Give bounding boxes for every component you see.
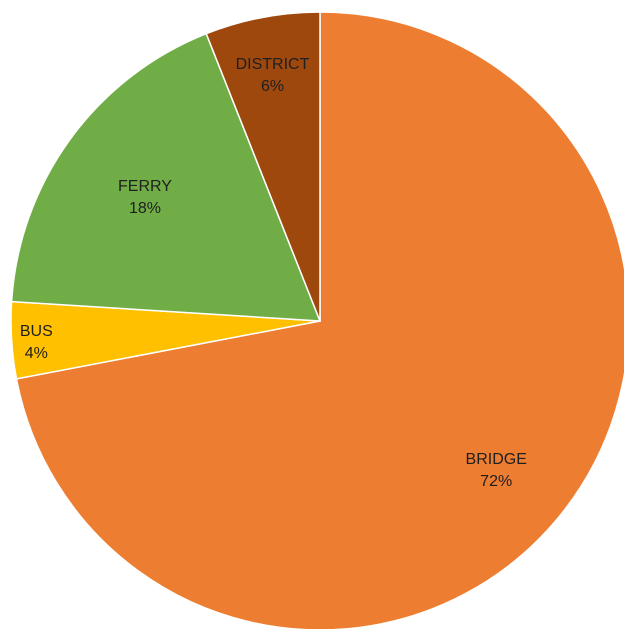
- data-label-category: DISTRICT: [236, 56, 310, 73]
- data-label-percent: 6%: [261, 78, 284, 95]
- data-label-category: FERRY: [118, 178, 172, 195]
- data-label-percent: 4%: [25, 345, 48, 362]
- data-label-bridge: BRIDGE 72%: [466, 451, 527, 490]
- pie-slice-ferry: [10, 32, 322, 322]
- pie-slices: [10, 11, 624, 629]
- pie-slice-district: [205, 11, 321, 322]
- data-label-ferry: FERRY 18%: [118, 178, 172, 217]
- data-label-category: BRIDGE: [466, 451, 527, 468]
- pie-labels: BRIDGE 72% BUS 4% FERRY 18% DISTRICT 6%: [20, 56, 527, 490]
- data-label-category: BUS: [20, 323, 53, 340]
- data-label-percent: 18%: [129, 200, 161, 217]
- data-label-district: DISTRICT 6%: [236, 56, 310, 95]
- data-label-bus: BUS 4%: [20, 323, 53, 362]
- data-label-percent: 72%: [480, 473, 512, 490]
